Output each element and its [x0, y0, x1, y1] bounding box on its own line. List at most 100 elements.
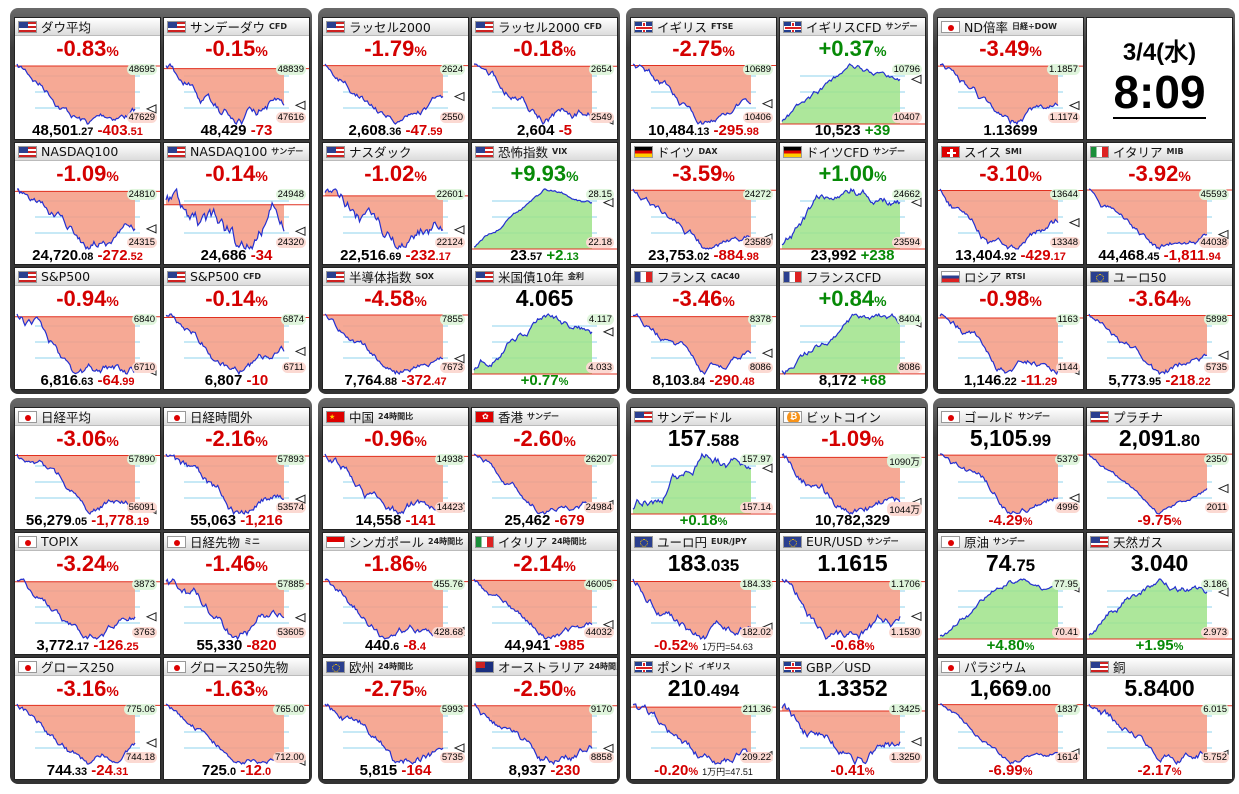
market-card[interactable]: 銅 5.8400 6.015 5.752 -2.17%: [1086, 657, 1233, 780]
market-card[interactable]: イギリス FTSE -2.75% 10689 10406 10,484.13 -2…: [630, 17, 777, 140]
price-chart: [938, 313, 1083, 376]
market-card[interactable]: ドイツCFD サンデー +1.00% 24662 23594 23,992 +23…: [779, 142, 926, 265]
price-change: -884.98: [713, 247, 759, 264]
high-label: 6840: [131, 314, 157, 325]
market-card[interactable]: ナスダック -1.02% 22601 22124 22,516.69 -232.…: [322, 142, 469, 265]
headline-percent: -3.49%: [979, 36, 1042, 61]
market-card[interactable]: 天然ガス 3.040 3.186 2.973 +1.95%: [1086, 532, 1233, 655]
headline-percent: -2.50%: [513, 676, 576, 701]
market-card[interactable]: シンガポール 24時間比 -1.86% 455.76 428.68 440.6 -…: [322, 532, 469, 655]
price-line: [473, 578, 593, 640]
price: 24,720.08: [32, 247, 94, 264]
market-card[interactable]: イタリア MIB -3.92% 45593 44038 44,468.45 -1,…: [1086, 142, 1233, 265]
change-percent: +0.77%: [520, 372, 569, 389]
market-card[interactable]: サンデーダウ CFD -0.15% 48839 47616 48,429 -73: [163, 17, 310, 140]
card-title-bar: 半導体指数 SOX: [323, 268, 468, 286]
card-footer: 8,103.84 -290.48: [631, 372, 776, 389]
instrument-tag: 24時間比: [428, 537, 464, 546]
high-label: 775.06: [123, 704, 157, 715]
market-card[interactable]: 原油 サンデー 74.75 77.95 70.41 +4.80%: [937, 532, 1084, 655]
high-label: 57885: [275, 579, 306, 590]
instrument-name: ゴールド: [964, 410, 1015, 425]
market-card[interactable]: イギリスCFD サンデー +0.37% 10796 10407 10,523 +3…: [779, 17, 926, 140]
instrument-tag: FTSE: [711, 22, 734, 31]
market-card[interactable]: ロシア RTSI -0.98% 1163 1144 1,146.22 -11.29: [937, 267, 1084, 390]
card-footer: -0.41%: [780, 762, 925, 779]
market-card[interactable]: オーストラリア24時間比 -2.50% 9170 8858 8,937 -230: [471, 657, 618, 780]
market-card[interactable]: ND倍率 日経÷DOW -3.49% 1.1857 1.1174 1.13699: [937, 17, 1084, 140]
market-card[interactable]: 日経時間外 -2.16% 57893 53574 55,063 -1,216: [163, 407, 310, 530]
market-card[interactable]: GBP／USD 1.3352 1.3425 1.3250 -0.41%: [779, 657, 926, 780]
card-footer: 8,172 +68: [780, 372, 925, 389]
us-flag-icon: [18, 145, 37, 158]
market-card[interactable]: グロース250先物 -1.63% 765.00 712.00 725.0 -12…: [163, 657, 310, 780]
instrument-name: NASDAQ100: [190, 144, 268, 159]
price: 8,172: [818, 372, 857, 389]
market-card[interactable]: ユーロ50 -3.64% 5898 5735 5,773.95 -218.22: [1086, 267, 1233, 390]
market-card[interactable]: NASDAQ100 サンデー -0.14% 24948 24320 24,686 …: [163, 142, 310, 265]
market-card[interactable]: ₿ ビットコイン -1.09% 1090万 1044万 10,782,329: [779, 407, 926, 530]
instrument-tag: SMI: [1005, 147, 1022, 156]
market-card[interactable]: パラジウム 1,669.00 1837 1614 -6.99%: [937, 657, 1084, 780]
market-card[interactable]: S&P500 -0.94% 6840 6710 6,816.63 -64.99: [14, 267, 161, 390]
market-card[interactable]: スイス SMI -3.10% 13644 13348 13,404.92 -429…: [937, 142, 1084, 265]
price: 13,404.92: [955, 247, 1017, 264]
market-card[interactable]: ダウ平均 -0.83% 48695 47629 48,501.27 -403.5…: [14, 17, 161, 140]
low-label: 8858: [588, 752, 614, 763]
market-card[interactable]: ✿ 香港 サンデー -2.60% 26207 24984 25,462 -679: [471, 407, 618, 530]
change-area: [633, 454, 751, 514]
market-card[interactable]: イタリア 24時間比 -2.14% 46005 44032 44,941 -985: [471, 532, 618, 655]
price: 55,330: [196, 637, 243, 654]
market-card[interactable]: ラッセル2000 -1.79% 2624 2550 2,608.36 -47.5…: [322, 17, 469, 140]
change-percent: -0.52%: [654, 637, 699, 654]
market-card[interactable]: ポンド イギリス 210.494 211.36 209.22 -0.20% 1万円=…: [630, 657, 777, 780]
change-percent: -0.20%: [654, 762, 699, 779]
market-card[interactable]: 日経平均 -3.06% 57890 56091 56,279.05 -1,778…: [14, 407, 161, 530]
high-label: 9170: [588, 704, 614, 715]
price: 23.57: [510, 247, 543, 264]
market-card[interactable]: ゴールド サンデー 5,105.99 5379 4996 -4.29%: [937, 407, 1084, 530]
price-line: [1088, 313, 1208, 375]
high-label: 7855: [439, 314, 465, 325]
de-flag-icon: [783, 145, 802, 158]
price-line: [165, 703, 285, 765]
high-label: 22601: [434, 189, 465, 200]
market-card[interactable]: NASDAQ100 -1.09% 24810 24315 24,720.08 -…: [14, 142, 161, 265]
price-chart: [323, 63, 468, 125]
card-title-bar: EUR/USD サンデー: [780, 533, 925, 551]
market-card[interactable]: プラチナ 2,091.80 2350 2011 -9.75%: [1086, 407, 1233, 530]
headline-percent: -0.15%: [205, 36, 268, 61]
market-card[interactable]: グロース250 -3.16% 775.06 744.18 744.33 -24.…: [14, 657, 161, 780]
market-card[interactable]: 恐怖指数 VIX +9.93% 28.15 22.18 23.57 +2.13: [471, 142, 618, 265]
change-area: [474, 704, 592, 764]
market-card[interactable]: 半導体指数 SOX -4.58% 7855 7673 7,764.88 -372.…: [322, 267, 469, 390]
market-card[interactable]: ★ 中国 24時間比 -0.96% 14938 14423 14,558 -141: [322, 407, 469, 530]
headline-price: 1,669.00: [969, 675, 1052, 701]
card-title-bar: ラッセル2000: [323, 18, 468, 36]
headline-percent: -1.02%: [364, 161, 427, 186]
market-card[interactable]: 欧州 24時間比 -2.75% 5993 5735 5,815 -164: [322, 657, 469, 780]
market-card[interactable]: サンデードル 157.588 157.97 157.14 +0.18%: [630, 407, 777, 530]
market-card[interactable]: 米国債10年 金利 4.065 4.117 4.033 +0.77%: [471, 267, 618, 390]
headline-percent: +0.37%: [818, 36, 887, 61]
card-footer: 23,753.02 -884.98: [631, 247, 776, 264]
price-chart: [631, 703, 776, 765]
low-label: 53605: [275, 627, 306, 638]
market-card[interactable]: フランス CAC40 -3.46% 8378 8086 8,103.84 -290…: [630, 267, 777, 390]
price-line: [16, 453, 136, 515]
market-card[interactable]: ユーロ円 EUR/JPY 183.035 184.33 182.02 -0.52%…: [630, 532, 777, 655]
yen-conversion: 1万円=47.51: [702, 767, 753, 777]
market-card[interactable]: ラッセル2000 CFD -0.18% 2654 2549 2,604 -5: [471, 17, 618, 140]
market-card[interactable]: TOPIX -3.24% 3873 3763 3,772.17 -126.25: [14, 532, 161, 655]
change-area: [17, 64, 135, 124]
market-card[interactable]: ドイツ DAX -3.59% 24272 23589 23,753.02 -884…: [630, 142, 777, 265]
market-card[interactable]: フランスCFD +0.84% 8404 8086 8,172 +68: [779, 267, 926, 390]
market-card[interactable]: EUR/USD サンデー 1.1615 1.1706 1.1530 -0.68%: [779, 532, 926, 655]
uk-flag-icon: [783, 660, 802, 673]
market-card[interactable]: 日経先物 ミニ -1.46% 57885 53605 55,330 -820: [163, 532, 310, 655]
price-line: [781, 578, 901, 641]
low-label: 22124: [434, 237, 465, 248]
instrument-name: オーストラリア: [498, 660, 585, 675]
market-card[interactable]: S&P500 CFD -0.14% 6874 6711 6,807 -10: [163, 267, 310, 390]
current-marker: [1068, 493, 1080, 503]
